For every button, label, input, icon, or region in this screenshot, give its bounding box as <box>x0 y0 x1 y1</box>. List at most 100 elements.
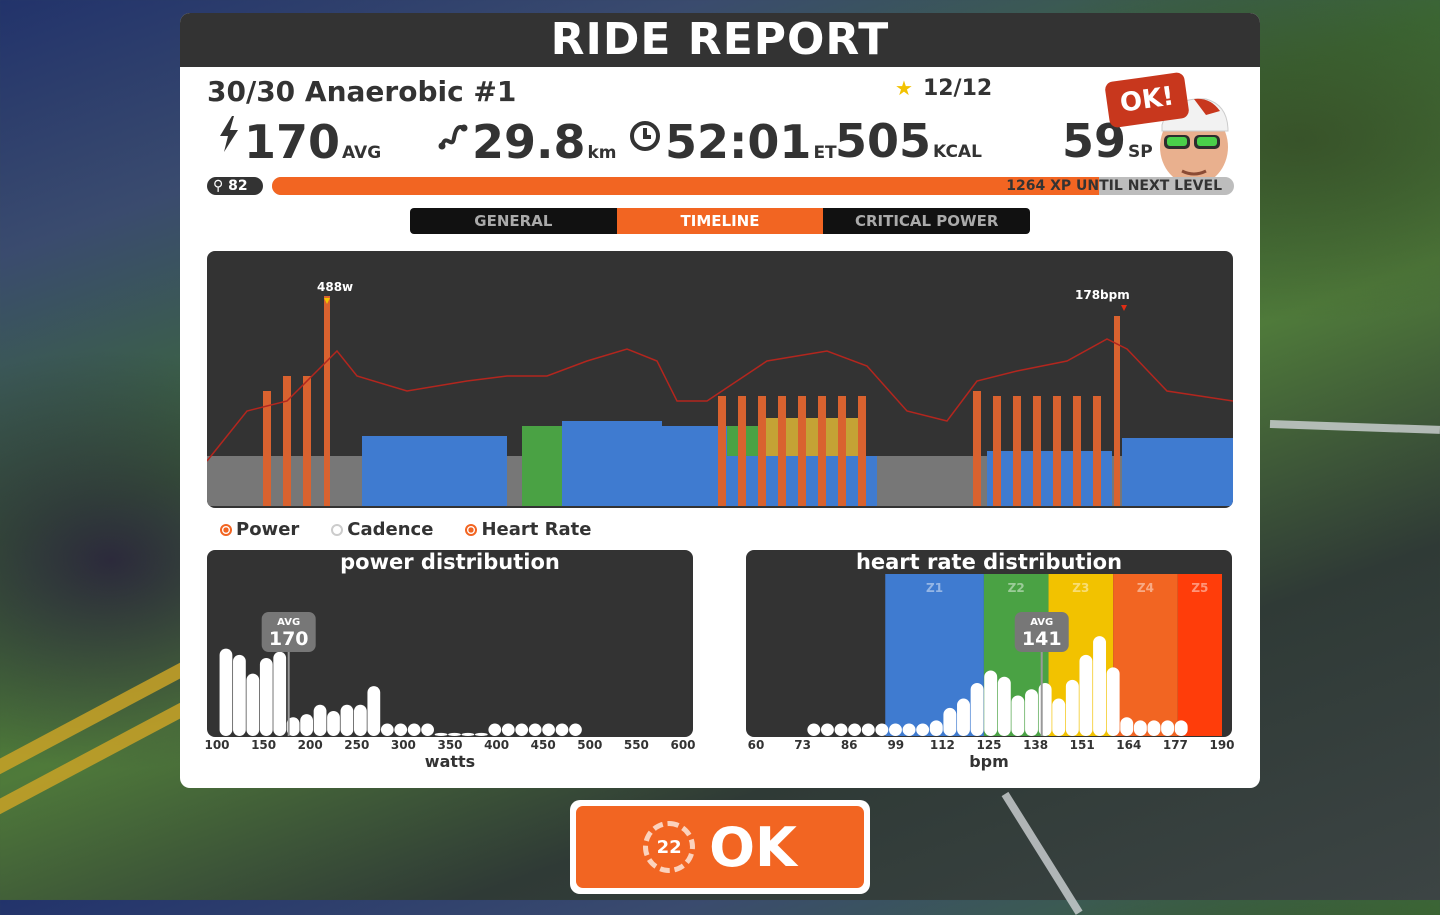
axis-tick-label: 300 <box>390 738 416 752</box>
distribution-bar <box>861 723 875 736</box>
stars-count: 12/12 <box>922 76 993 101</box>
ok-button-face[interactable]: 22 OK <box>576 806 864 888</box>
distribution-bar <box>300 714 314 736</box>
distribution-bar <box>1093 636 1107 736</box>
distance-value: 29.8 <box>472 115 586 169</box>
power-interval-spike <box>1033 396 1041 506</box>
peak-hr-label: 178bpm <box>1075 288 1130 302</box>
stat-time: 52:01 ET <box>629 113 837 181</box>
radio-heart-rate[interactable] <box>465 523 478 536</box>
stat-distance: 29.8 km <box>438 113 617 181</box>
power-interval-spike <box>993 396 1001 506</box>
distribution-bar <box>834 723 848 736</box>
avatar <box>1160 98 1229 185</box>
power-interval-spike <box>1073 396 1081 506</box>
power-interval-spike <box>1093 396 1101 506</box>
hr-zone-label: Z3 <box>1072 581 1089 595</box>
power-interval-spike <box>718 396 726 506</box>
energy-value: 505 <box>835 114 932 168</box>
distribution-bar <box>1133 720 1147 736</box>
distribution-bar <box>848 723 862 736</box>
badge-icon: 22 <box>643 821 696 873</box>
power-zone-block <box>562 421 662 506</box>
distribution-bar <box>461 732 475 736</box>
distribution-bar <box>1011 695 1025 736</box>
axis-tick-label: 99 <box>887 738 905 752</box>
distribution-bar <box>555 723 569 736</box>
distribution-bar <box>474 732 488 736</box>
hr-zone-band <box>1177 574 1222 736</box>
axis-tick-label: 350 <box>437 738 463 752</box>
distribution-bar <box>569 723 582 736</box>
power-interval-spike <box>838 396 846 506</box>
power-zone-block <box>1122 438 1233 506</box>
distribution-bar <box>1079 654 1093 736</box>
axis-tick-label: 450 <box>530 738 556 752</box>
distribution-bar <box>353 704 367 736</box>
sp-unit: SP <box>1128 142 1153 162</box>
ok-button[interactable]: 22 OK <box>570 800 870 894</box>
power-distribution-chart: AVG 170 <box>207 550 693 737</box>
distribution-bar <box>246 673 260 736</box>
hr-zone-label: Z4 <box>1137 581 1154 595</box>
level-value: 82 <box>228 178 248 194</box>
distribution-bar <box>313 704 327 736</box>
distribution-bar <box>1147 720 1161 736</box>
distribution-bar <box>488 723 502 736</box>
star-icon: ★ <box>895 76 913 100</box>
axis-tick-label: 150 <box>251 738 277 752</box>
hr-distribution-chart: Z1 Z2 Z3 Z4 Z5 AVG 141 <box>746 550 1232 737</box>
power-interval-spike <box>324 296 330 506</box>
legend-cadence-label: Cadence <box>347 519 434 540</box>
stat-energy: 505 KCAL <box>835 113 982 180</box>
tab-timeline[interactable]: TIMELINE <box>616 208 824 234</box>
page-title: RIDE REPORT <box>180 13 1260 67</box>
distribution-bar <box>970 682 984 736</box>
distribution-bar <box>380 723 394 736</box>
axis-tick-label: 164 <box>1116 738 1142 752</box>
legend-hr-label: Heart Rate <box>481 519 592 540</box>
radio-power[interactable] <box>220 523 232 536</box>
axis-tick-label: 500 <box>577 738 603 752</box>
distribution-bar <box>984 670 998 736</box>
power-zone-block <box>362 436 507 506</box>
power-distribution-xlabel: watts <box>424 752 476 771</box>
legend-heart-rate[interactable]: Heart Rate <box>465 519 591 540</box>
distribution-bar <box>875 723 889 736</box>
axis-tick-label: 60 <box>747 738 765 752</box>
clock-icon <box>629 113 661 169</box>
route-icon <box>438 113 468 169</box>
radio-cadence[interactable] <box>331 523 344 536</box>
hr-zone-label: Z5 <box>1191 581 1208 595</box>
distribution-bar <box>515 723 529 736</box>
legend-power[interactable]: Power <box>220 519 299 540</box>
timeline-svg: 488w 178bpm <box>207 280 1233 506</box>
distribution-bar <box>394 723 408 736</box>
axis-tick-label: 250 <box>344 738 370 752</box>
power-zone-block <box>987 451 1112 506</box>
legend-cadence[interactable]: Cadence <box>331 519 433 540</box>
ok-button-label: OK <box>709 815 797 879</box>
distribution-bar <box>259 658 273 736</box>
distribution-bar <box>1052 698 1066 736</box>
energy-unit: KCAL <box>933 142 982 162</box>
timeline-chart: 488w 178bpm <box>207 251 1233 508</box>
tab-general[interactable]: GENERAL <box>474 212 553 230</box>
distribution-bar <box>1065 679 1079 736</box>
tab-critical-power[interactable]: CRITICAL POWER <box>854 212 999 230</box>
workout-name: 30/30 Anaerobic #1 <box>207 75 517 108</box>
xp-progress-bar: 1264 XP UNTIL NEXT LEVEL <box>272 177 1234 195</box>
axis-tick-label: 190 <box>1209 738 1235 752</box>
distribution-bar <box>340 704 354 736</box>
distribution-bar <box>273 651 287 736</box>
road-line <box>1001 791 1083 915</box>
avg-badge <box>261 612 316 652</box>
distribution-bar <box>434 732 448 736</box>
axis-tick-label: 177 <box>1162 738 1188 752</box>
avg-value: 170 <box>269 628 309 650</box>
axis-tick-label: 600 <box>670 738 696 752</box>
power-interval-spike <box>858 396 866 506</box>
time-unit: ET <box>813 143 837 163</box>
legend-power-label: Power <box>236 519 300 540</box>
